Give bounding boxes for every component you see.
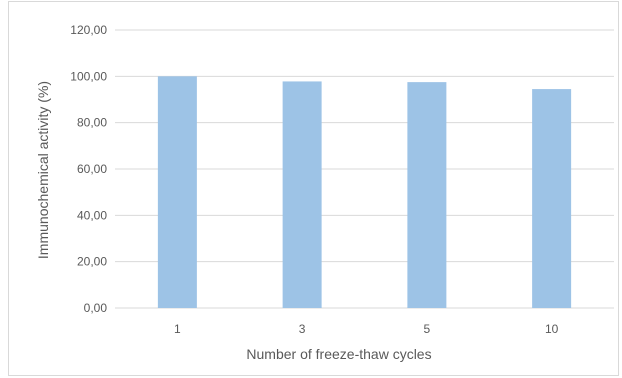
y-tick-label: 120,00 [70, 23, 107, 37]
x-tick-label: 3 [299, 322, 306, 336]
x-tick-label: 1 [174, 322, 181, 336]
bar-1 [157, 76, 197, 308]
y-tick-label: 40,00 [77, 208, 107, 222]
y-tick-label: 0,00 [84, 301, 108, 315]
x-axis-ticks: 1 3 5 10 [174, 322, 559, 336]
y-tick-label: 60,00 [77, 162, 107, 176]
y-axis-ticks: 0,00 20,00 40,00 60,00 80,00 100,00 120,00 [70, 23, 107, 315]
y-tick-label: 80,00 [77, 116, 107, 130]
bars [157, 76, 572, 309]
bar-10 [532, 89, 572, 308]
y-tick-label: 20,00 [77, 255, 107, 269]
x-tick-label: 10 [545, 322, 559, 336]
y-axis-title: Immunochemical activity (%) [35, 81, 51, 259]
y-tick-label: 100,00 [70, 69, 107, 83]
bar-3 [282, 81, 322, 309]
gridlines [115, 29, 614, 309]
x-tick-label: 5 [424, 322, 431, 336]
x-axis-title: Number of freeze-thaw cycles [246, 346, 431, 362]
bar-5 [407, 82, 447, 308]
